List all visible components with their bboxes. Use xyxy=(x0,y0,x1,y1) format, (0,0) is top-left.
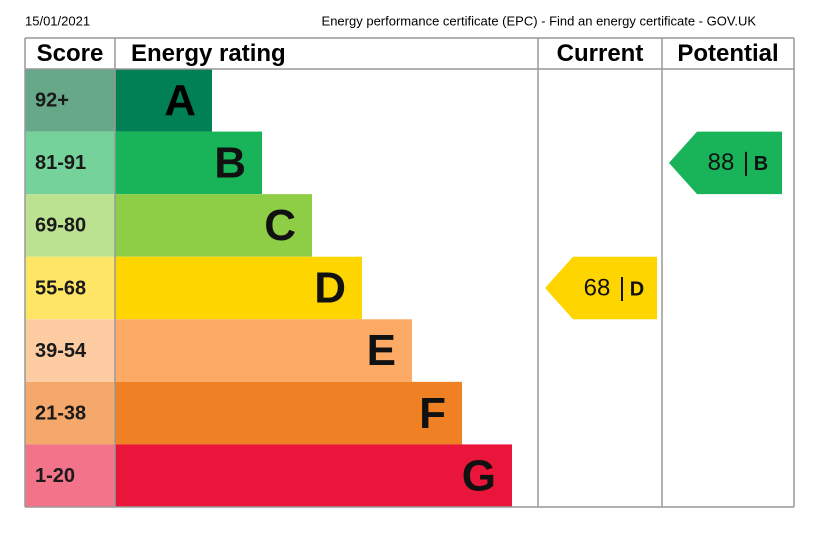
score-label: 39-54 xyxy=(35,340,87,362)
column-header: Score xyxy=(37,40,104,67)
rating-bar xyxy=(115,256,362,320)
rating-letter: E xyxy=(367,326,396,375)
rating-bar xyxy=(115,444,512,507)
score-cell xyxy=(25,319,115,382)
score-label: 92+ xyxy=(35,90,69,112)
rating-bar xyxy=(115,194,312,257)
potential-arrow xyxy=(669,131,782,195)
current-rating: D xyxy=(630,278,644,300)
rating-bar xyxy=(115,319,412,382)
rating-letter: C xyxy=(264,201,296,250)
score-label: 1-20 xyxy=(35,465,75,487)
score-label: 21-38 xyxy=(35,402,86,424)
score-label: 69-80 xyxy=(35,215,86,237)
rating-letter: A xyxy=(164,76,196,125)
score-cell xyxy=(25,444,115,507)
rating-letter: B xyxy=(214,138,246,187)
score-cell xyxy=(25,194,115,257)
score-cell xyxy=(25,131,115,195)
rating-bar xyxy=(115,69,212,132)
rating-letter: G xyxy=(462,451,496,500)
score-label: 81-91 xyxy=(35,152,86,174)
rating-bar xyxy=(115,381,462,445)
score-cell xyxy=(25,256,115,320)
score-label: 55-68 xyxy=(35,277,86,299)
date: 15/01/2021 xyxy=(25,13,90,28)
rating-bar xyxy=(115,131,262,195)
current-value: 68 xyxy=(584,274,611,301)
potential-rating: B xyxy=(754,153,768,175)
current-arrow xyxy=(545,256,657,320)
rating-letter: F xyxy=(419,389,446,438)
potential-value: 88 xyxy=(708,149,735,176)
column-header: Energy rating xyxy=(131,40,286,67)
score-cell xyxy=(25,381,115,445)
score-cell xyxy=(25,69,115,132)
column-header: Potential xyxy=(677,40,778,67)
page-title: Energy performance certificate (EPC) - F… xyxy=(322,13,757,28)
column-header: Current xyxy=(557,40,644,67)
rating-letter: D xyxy=(314,264,346,313)
